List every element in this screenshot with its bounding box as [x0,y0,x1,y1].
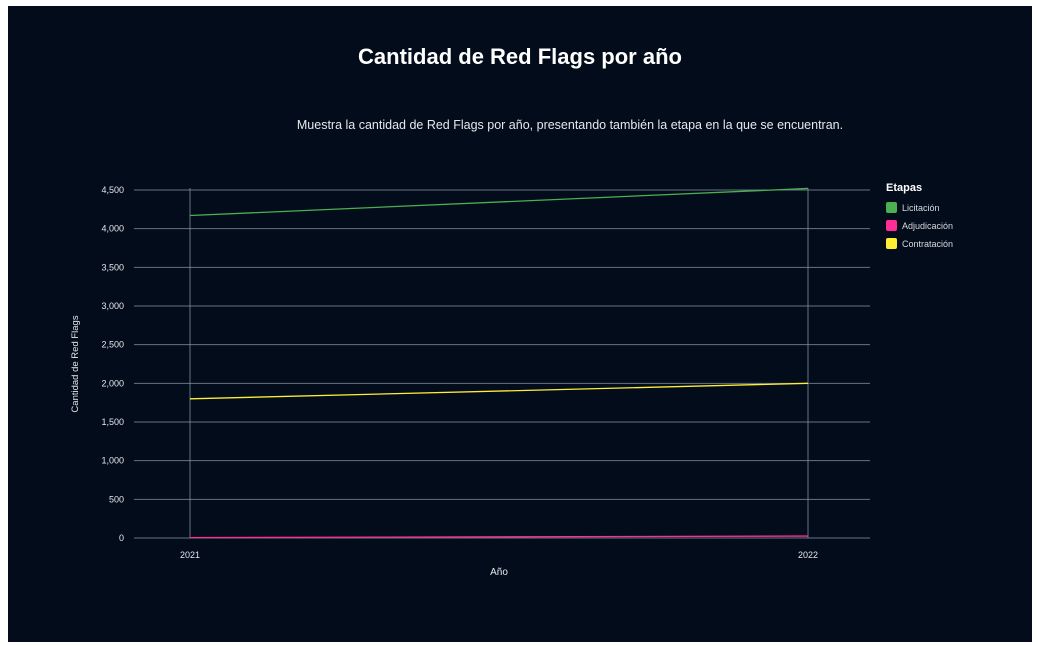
series-line-adjudicación [189,535,809,539]
y-tick-label: 3,500 [101,262,124,272]
legend-label: Adjudicación [902,220,954,231]
y-tick-label: 4,000 [101,224,124,234]
x-tick-label: 2021 [180,550,200,560]
y-tick-label: 2,500 [101,340,124,350]
y-tick-label: 1,500 [101,417,124,427]
legend-title: Etapas [886,182,923,194]
chart-title: Cantidad de Red Flags por año [358,44,682,69]
x-tick-label: 2022 [798,550,818,560]
legend-label: Contratación [902,238,954,249]
y-tick-label: 1,000 [101,456,124,466]
legend-item[interactable]: Licitación [886,202,953,213]
y-tick-label: 2,000 [101,378,124,388]
y-tick-labels: 0 500 1,000 1,500 2,000 2,500 3,000 3,500 4,000 4… [101,185,124,543]
legend: Etapas Licitación Adjudicación Contratació… [886,182,953,256]
chart-subtitle: Muestra la cantidad de Red Flags por año… [296,118,844,132]
legend-swatch [886,202,897,213]
series-line-licitación [189,187,809,217]
legend-item[interactable]: Contratación [886,238,953,249]
series-line-contratación [189,382,809,400]
y-tick-label: 0 [119,533,124,543]
legend-item[interactable]: Adjudicación [886,220,953,231]
y-tick-label: 500 [109,494,124,504]
y-tick-label: 4,500 [101,185,124,195]
legend-swatch [886,238,897,249]
y-axis-label: Cantidad de Red Flags [70,315,81,412]
chart-panel: Cantidad de Red Flags por año Muestra la… [8,6,1032,642]
x-axis-label: Año [490,567,508,578]
y-tick-label: 3,000 [101,301,124,311]
grid-lines [134,188,870,539]
x-tick-labels: 2021 2022 [180,550,818,560]
legend-label: Licitación [902,202,940,213]
series-lines [189,187,809,539]
legend-swatch [886,220,897,231]
line-chart: 0 500 1,000 1,500 2,000 2,500 3,000 3,500 4,000 4… [70,185,870,578]
